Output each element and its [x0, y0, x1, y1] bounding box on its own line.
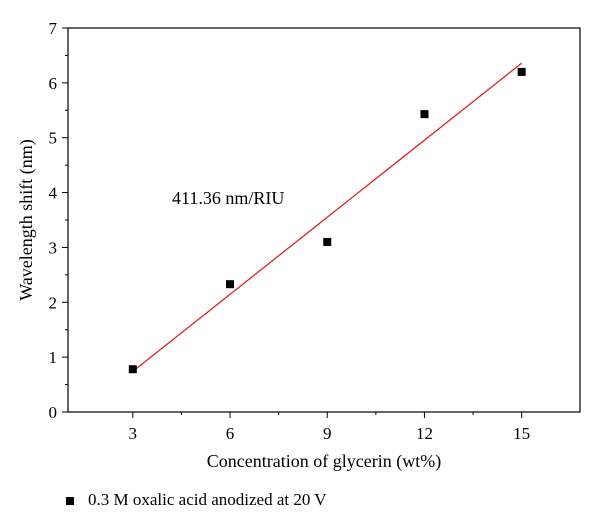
annotation-sensitivity: 411.36 nm/RIU: [172, 188, 284, 208]
x-tick-label: 9: [323, 424, 332, 443]
legend-marker: [66, 497, 74, 505]
data-point: [128, 365, 137, 374]
y-tick-label: 0: [49, 403, 58, 422]
y-tick-label: 2: [49, 293, 58, 312]
y-tick-label: 4: [49, 184, 58, 203]
data-point: [517, 67, 526, 76]
y-tick-label: 1: [49, 348, 58, 367]
y-tick-label: 6: [49, 74, 58, 93]
data-point: [226, 280, 235, 289]
data-point: [323, 237, 332, 246]
y-axis-title: Wavelength shift (nm): [16, 139, 37, 301]
x-axis-title: Concentration of glycerin (wt%): [207, 451, 441, 472]
linear-fit-line: [132, 62, 523, 372]
x-tick-label: 15: [513, 424, 530, 443]
legend-label: 0.3 M oxalic acid anodized at 20 V: [88, 490, 327, 509]
x-tick-label: 3: [129, 424, 138, 443]
y-tick-label: 7: [49, 19, 58, 38]
data-points: [128, 67, 526, 374]
x-tick-label: 12: [416, 424, 433, 443]
axis-ticks: [62, 27, 523, 418]
y-tick-label: 3: [49, 238, 58, 257]
x-tick-label: 6: [226, 424, 235, 443]
data-point: [420, 110, 429, 119]
y-tick-label: 5: [49, 129, 58, 148]
